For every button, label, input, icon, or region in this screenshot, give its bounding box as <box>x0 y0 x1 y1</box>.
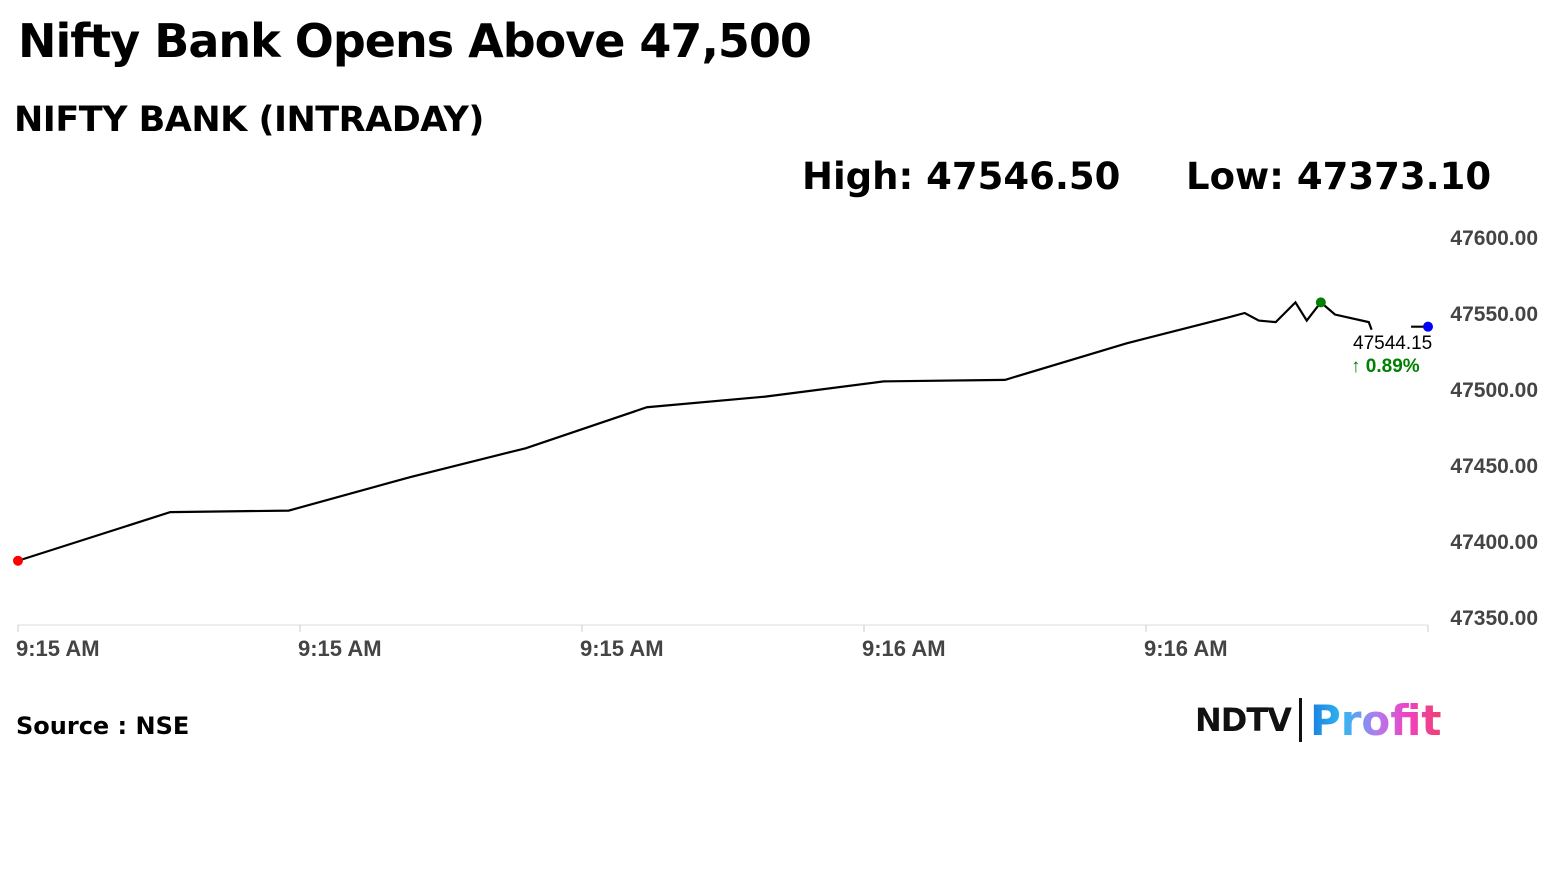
last-marker <box>1423 321 1433 332</box>
change-label: ↑ 0.89% <box>1351 356 1420 377</box>
y-tick-label: 47600.00 <box>1450 227 1538 250</box>
chart-title: Nifty Bank Opens Above 47,500 <box>18 14 812 68</box>
ndtv-profit-logo: NDTV Profit <box>1195 695 1442 745</box>
y-tick-label: 47500.00 <box>1450 379 1538 402</box>
y-tick-label: 47550.00 <box>1450 303 1538 326</box>
x-tick-label: 9:16 AM <box>862 636 946 661</box>
x-tick-label: 9:15 AM <box>298 636 382 661</box>
open-marker <box>13 555 23 566</box>
y-tick-label: 47450.00 <box>1450 455 1538 478</box>
y-tick-label: 47350.00 <box>1450 607 1538 630</box>
low-value: Low: 47373.10 <box>1186 155 1492 198</box>
logo-divider <box>1298 698 1302 742</box>
x-tick-label: 9:15 AM <box>16 636 100 661</box>
high-value: High: 47546.50 <box>802 155 1121 198</box>
logo-ndtv: NDTV <box>1195 701 1292 739</box>
source-label: Source : NSE <box>16 712 190 740</box>
price-line <box>17 300 1373 562</box>
last-value-label: 47544.15 <box>1353 333 1432 354</box>
x-tick-label: 9:16 AM <box>1144 636 1228 661</box>
high-marker <box>1315 297 1326 308</box>
y-tick-label: 47400.00 <box>1450 531 1538 554</box>
chart-subtitle: NIFTY BANK (INTRADAY) <box>14 100 484 140</box>
logo-profit: Profit <box>1309 695 1442 745</box>
x-tick-label: 9:15 AM <box>580 636 664 661</box>
